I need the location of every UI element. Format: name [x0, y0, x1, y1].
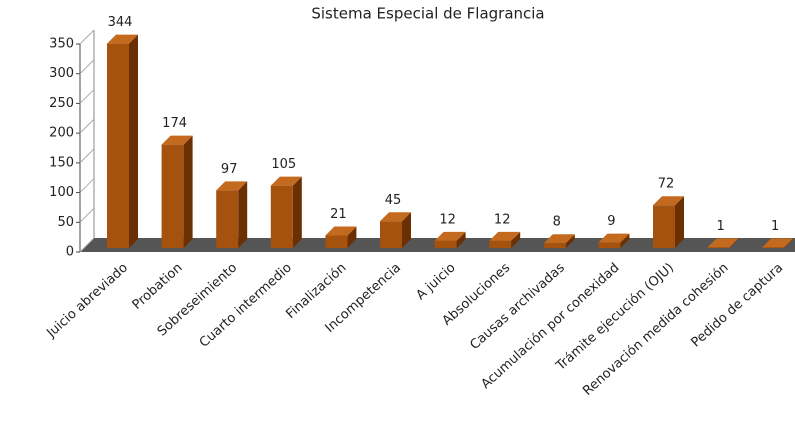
bar-front	[434, 240, 457, 248]
bar-side	[402, 212, 411, 248]
bar-front	[216, 190, 239, 248]
data-label: 8	[553, 215, 561, 230]
bar-side	[183, 135, 193, 248]
bar-side	[292, 176, 302, 248]
bar-top	[489, 231, 521, 241]
bar-side	[511, 231, 521, 248]
y-tick-label: 350	[49, 37, 74, 52]
data-label: 12	[439, 212, 456, 227]
bar	[762, 238, 794, 248]
bar-side	[565, 234, 575, 248]
y-tick-label: 50	[57, 215, 74, 230]
data-label: 45	[385, 193, 402, 208]
bar	[161, 135, 193, 248]
bar-top	[653, 196, 684, 206]
x-tick-label: Cuarto intermedio	[197, 260, 295, 350]
bar-side	[129, 34, 138, 248]
bar	[598, 233, 630, 248]
data-label: 12	[494, 212, 511, 227]
bar-front	[762, 247, 785, 248]
bar	[434, 231, 466, 248]
tick-mark	[79, 118, 95, 134]
x-tick-label: A juicio	[414, 260, 459, 303]
bar-top	[434, 231, 466, 241]
bar-top	[325, 226, 357, 236]
tick-mark	[79, 237, 95, 253]
bar-front	[653, 205, 675, 248]
tick-mark	[79, 59, 95, 75]
y-tick-label: 100	[49, 185, 74, 200]
data-label: 1	[771, 219, 779, 234]
bar	[107, 34, 138, 248]
x-tick-label: Probation	[130, 260, 186, 312]
bar-top	[543, 234, 575, 244]
bar-top	[707, 238, 739, 248]
bar	[380, 212, 411, 248]
bar-side	[347, 226, 357, 248]
x-tick-label: Juicio abreviado	[43, 260, 131, 341]
bar-side	[675, 196, 684, 248]
bar-side	[729, 238, 739, 248]
x-tick-label: Pedido de captura	[689, 260, 787, 350]
y-tick-label: 250	[49, 96, 74, 111]
bar-front	[598, 242, 621, 248]
bar-top	[216, 181, 248, 191]
data-label: 344	[108, 15, 133, 30]
tick-mark	[79, 178, 95, 193]
data-label: 105	[271, 157, 296, 172]
data-label: 1	[716, 219, 724, 234]
tick-mark	[79, 148, 95, 164]
bar-top	[161, 135, 193, 145]
bar-top	[107, 34, 138, 44]
data-label: 21	[330, 207, 347, 222]
bar-front	[270, 185, 293, 248]
data-label: 97	[221, 162, 238, 177]
bar-side	[456, 231, 466, 248]
bar	[270, 176, 302, 248]
bar	[707, 238, 739, 248]
bar	[489, 231, 521, 248]
y-tick-label: 200	[49, 126, 74, 141]
data-label: 9	[607, 214, 615, 229]
tick-mark	[79, 89, 95, 104]
bar-side	[620, 233, 630, 248]
bar-front	[161, 144, 184, 248]
bar-front	[107, 43, 129, 248]
tick-mark	[79, 207, 95, 223]
y-tick-label: 150	[49, 155, 74, 170]
bar	[325, 226, 357, 248]
bar	[543, 234, 575, 248]
tick-mark	[79, 29, 95, 45]
bar	[653, 196, 684, 248]
bar-top	[598, 233, 630, 243]
bar-front	[380, 221, 402, 248]
bar-side	[784, 238, 794, 248]
bar-top	[762, 238, 794, 248]
bar-top	[270, 176, 302, 186]
bar-side	[238, 181, 248, 248]
data-label: 72	[658, 177, 675, 192]
bar-front	[543, 243, 566, 248]
chart-title: Sistema Especial de Flagrancia	[311, 5, 544, 23]
y-tick-label: 300	[49, 66, 74, 81]
bar-front	[325, 235, 348, 248]
bar-front	[707, 247, 730, 248]
bar-front	[489, 240, 512, 248]
x-tick-label: Causas archivadas	[467, 260, 568, 353]
data-label: 174	[162, 116, 187, 131]
bar-top	[380, 212, 411, 222]
bar	[216, 181, 248, 248]
y-tick-label: 0	[66, 245, 74, 260]
